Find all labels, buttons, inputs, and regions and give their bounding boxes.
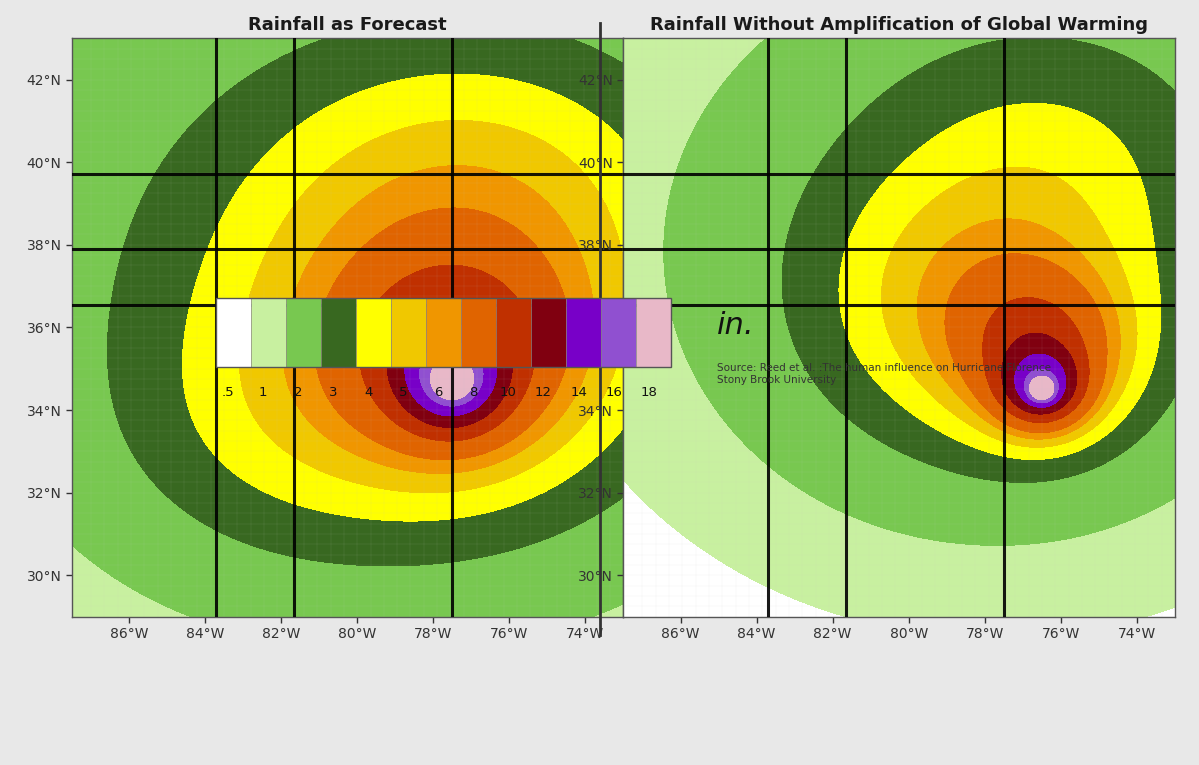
Text: 2: 2 [294, 386, 302, 399]
Text: 1: 1 [259, 386, 267, 399]
Text: in.: in. [717, 311, 754, 340]
Title: Rainfall as Forecast: Rainfall as Forecast [248, 16, 447, 34]
Text: 14: 14 [571, 386, 588, 399]
Text: 6: 6 [434, 386, 442, 399]
Text: 4: 4 [364, 386, 373, 399]
Text: 18: 18 [640, 386, 657, 399]
Text: 3: 3 [329, 386, 337, 399]
Text: 5: 5 [399, 386, 408, 399]
Title: Rainfall Without Amplification of Global Warming: Rainfall Without Amplification of Global… [650, 16, 1149, 34]
Text: Source: Reed et al. :The human influence on Hurricane Florence
Stony Brook Unive: Source: Reed et al. :The human influence… [717, 363, 1052, 385]
Text: 10: 10 [500, 386, 517, 399]
Text: 8: 8 [469, 386, 477, 399]
Text: 12: 12 [535, 386, 552, 399]
Text: .5: .5 [222, 386, 234, 399]
Text: 16: 16 [605, 386, 622, 399]
